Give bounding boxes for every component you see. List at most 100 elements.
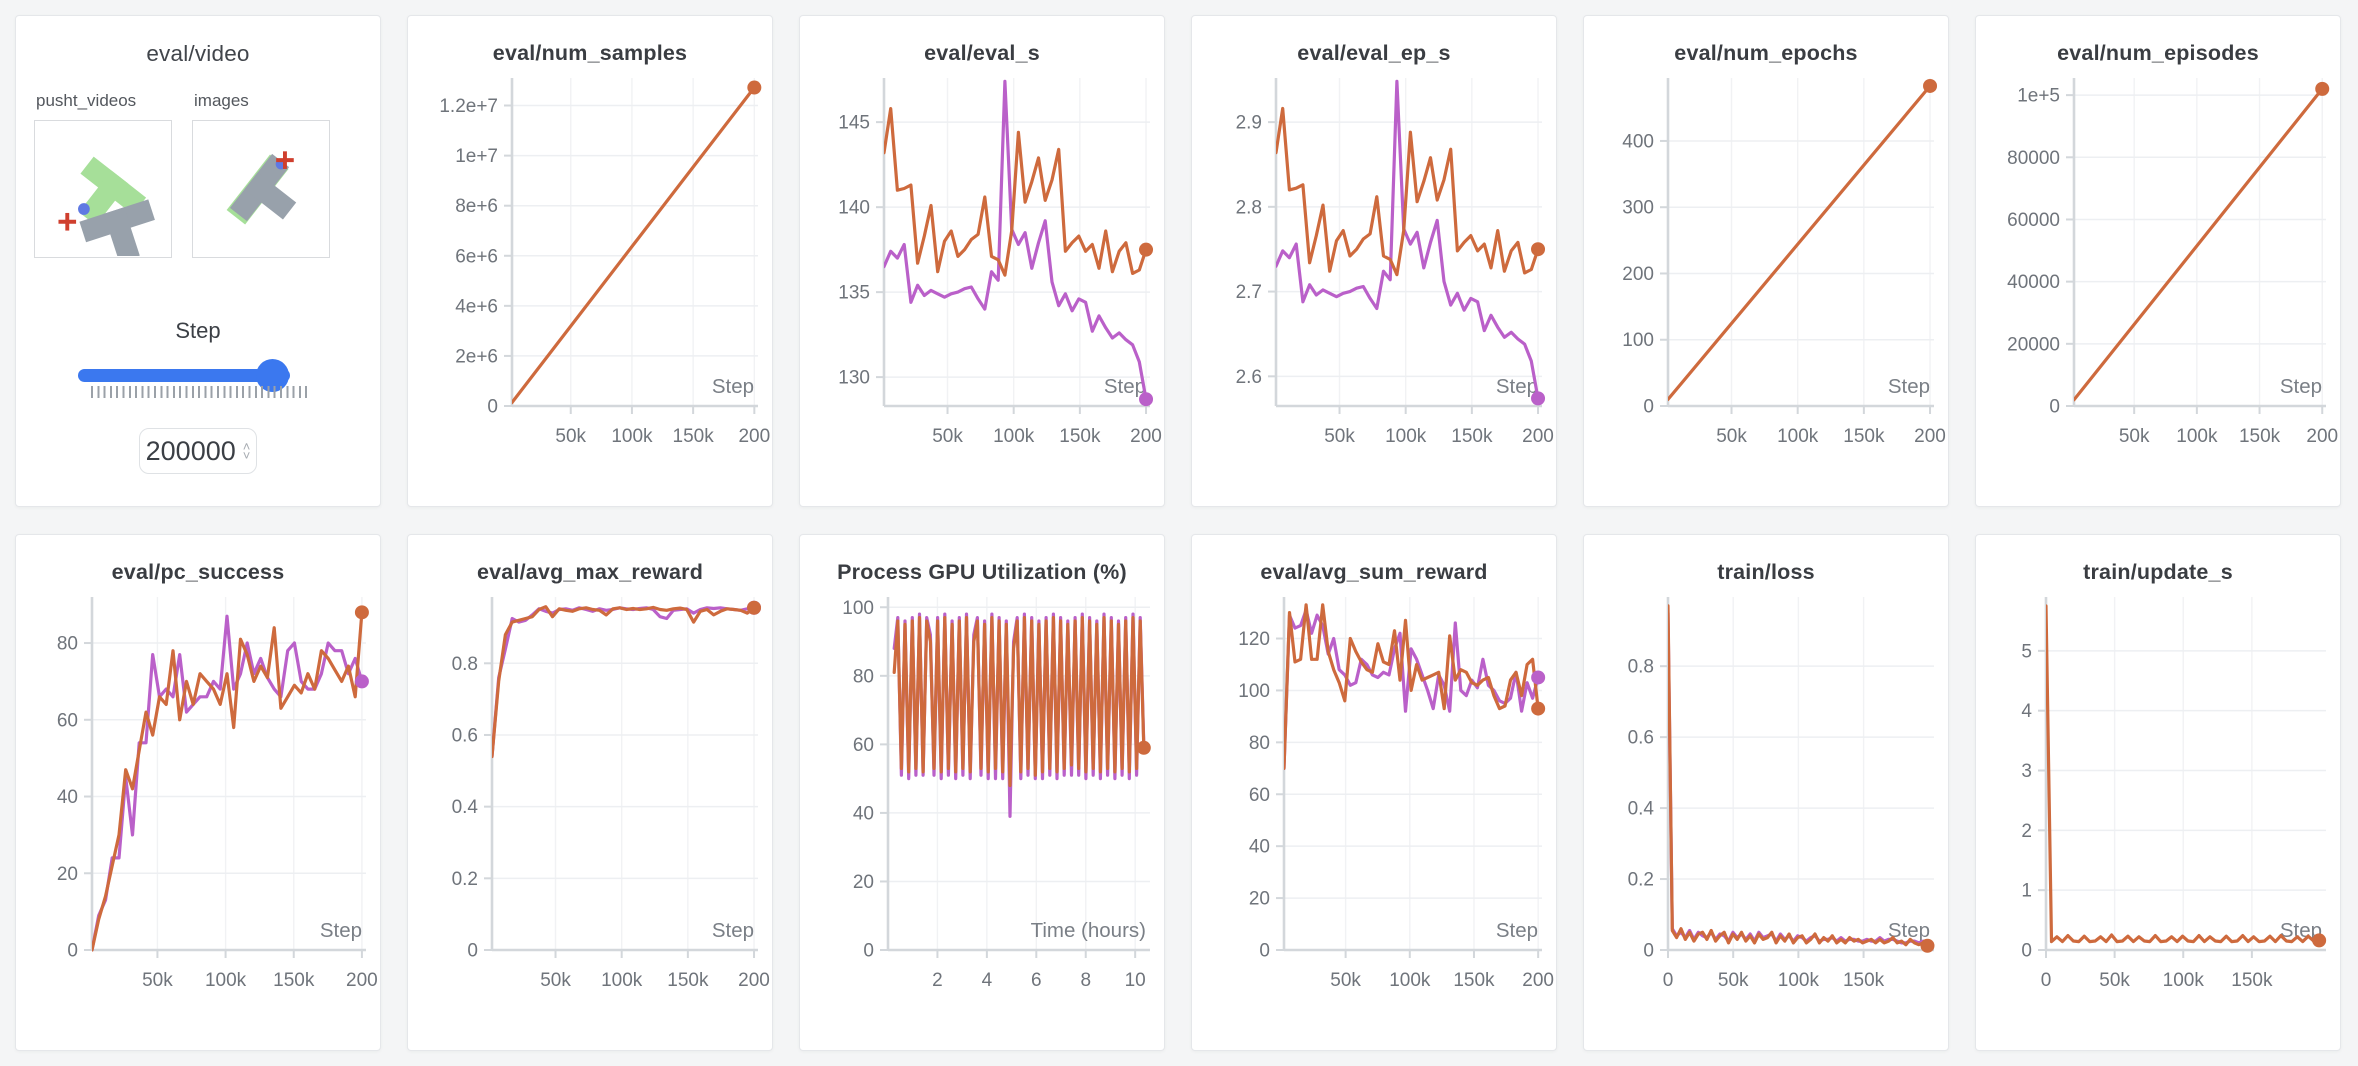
y-tick-label: 1e+7 — [455, 146, 498, 167]
y-tick-label: 140 — [838, 198, 870, 219]
panel-eval-num-samples[interactable]: eval/num_samples 0 2e+6 4e+6 6e+6 8e+6 1e+7 1.… — [407, 15, 773, 507]
x-tick-label: 6 — [1031, 970, 1042, 991]
y-tick-label: 0 — [1643, 397, 1654, 418]
chart-canvas[interactable]: 0 0.2 0.4 0.6 0.8 50k 100k 150k 200 Step — [408, 587, 772, 1006]
x-tick-label: 150k — [673, 426, 715, 447]
panel-train-loss[interactable]: train/loss 0 0.2 0.4 0.6 0.8 0 50k 100k 150k Step — [1583, 534, 1949, 1051]
media-images: images — [192, 91, 330, 258]
chart-title: eval/pc_success — [111, 560, 285, 584]
chart-canvas[interactable]: 0 20 40 60 80 50k 100k 150k 200 Step — [16, 587, 380, 1006]
step-value[interactable]: 200000 — [145, 435, 236, 466]
chart-title: eval/avg_max_reward — [476, 560, 704, 584]
y-tick-label: 0 — [2021, 941, 2032, 962]
media-thumbnail-pusht-videos[interactable] — [34, 120, 172, 263]
y-tick-label: 0.4 — [1628, 799, 1655, 820]
chart-canvas[interactable]: 0 100 200 300 400 50k 100k 150k 200 Step — [1584, 68, 1948, 462]
series-line-orange — [512, 85, 756, 405]
series-line-orange — [492, 605, 756, 759]
x-tick-label: 0 — [2041, 970, 2052, 991]
pusht-render-image — [226, 151, 297, 225]
y-tick-label: 0 — [2049, 397, 2060, 418]
y-tick-label: 2e+6 — [455, 346, 498, 367]
x-tick-label: 150k — [2239, 426, 2281, 447]
x-tick-label: 50k — [1718, 970, 1749, 991]
chart-title: eval/num_epochs — [1674, 41, 1858, 65]
stepper-up-icon[interactable]: ˄ — [242, 439, 251, 454]
y-tick-label: 1 — [2021, 881, 2032, 902]
x-tick-label: 200 — [738, 970, 770, 991]
chart-canvas[interactable]: 0 20 40 60 80 100 2 4 6 8 10 Time (hours) — [800, 587, 1164, 1006]
series-endpoint-dot-purple — [1531, 391, 1546, 406]
y-tick-label: 0 — [467, 941, 478, 962]
chart-canvas[interactable]: 0 20000 40000 60000 80000 1e+5 50k 100k 150k 200 S… — [1976, 68, 2340, 462]
series-endpoint-dot-orange — [2315, 81, 2330, 96]
x-tick-label: 4 — [982, 970, 993, 991]
chart-canvas[interactable]: 2.6 2.7 2.8 2.9 50k 100k 150k 200 Step — [1192, 68, 1556, 462]
media-thumbnail-images[interactable] — [192, 120, 330, 258]
media-label: images — [194, 91, 249, 110]
y-tick-label: 0.4 — [452, 797, 479, 818]
x-tick-label: 100k — [611, 426, 653, 447]
chart-canvas[interactable]: 0 2e+6 4e+6 6e+6 8e+6 1e+7 1.2e+7 50k 100k 150k 20… — [408, 68, 772, 462]
x-tick-label: 150k — [2231, 970, 2273, 991]
x-tick-label: 50k — [2119, 426, 2150, 447]
slider-track[interactable] — [78, 369, 290, 382]
x-axis-label: Step — [1888, 919, 1930, 942]
x-tick-label: 100k — [205, 970, 247, 991]
panel-eval-eval-s[interactable]: eval/eval_s 130 135 140 145 50k 100k 150k 200 St… — [799, 15, 1165, 507]
y-tick-label: 4 — [2021, 701, 2032, 722]
series-line-orange — [892, 616, 1146, 788]
x-axis-label: Step — [712, 919, 754, 942]
media-pusht-videos: pusht_videos — [34, 91, 172, 263]
x-tick-label: 50k — [1716, 426, 1747, 447]
series-endpoint-dot-orange — [1531, 701, 1546, 716]
series-line-orange — [1276, 106, 1540, 277]
y-tick-label: 80 — [57, 634, 78, 655]
panel-eval-num-epochs[interactable]: eval/num_epochs 0 100 200 300 400 50k 100k 150k… — [1583, 15, 1949, 507]
stepper-down-icon[interactable]: ˅ — [242, 448, 251, 463]
panel-eval-avg-sum-reward[interactable]: eval/avg_sum_reward 0 20 40 60 80 100 120 50k 10… — [1191, 534, 1557, 1051]
y-tick-label: 60000 — [2007, 210, 2060, 231]
series-line-orange — [1668, 84, 1932, 401]
step-input[interactable]: 200000 ˄ ˅ — [139, 428, 257, 474]
chart-canvas[interactable]: 0 0.2 0.4 0.6 0.8 0 50k 100k 150k Step — [1584, 587, 1948, 1006]
y-tick-label: 0.2 — [1628, 870, 1654, 891]
series-line-purple — [492, 606, 756, 759]
target-cross-icon — [58, 212, 77, 231]
y-tick-label: 80 — [853, 666, 874, 687]
x-tick-label: 50k — [540, 970, 571, 991]
x-tick-label: 100k — [993, 426, 1035, 447]
y-tick-label: 5 — [2021, 641, 2032, 662]
y-tick-label: 100 — [1238, 681, 1270, 702]
panel-eval-avg-max-reward[interactable]: eval/avg_max_reward 0 0.2 0.4 0.6 0.8 50k 100k… — [407, 534, 773, 1051]
panel-train-update-s[interactable]: train/update_s 0 1 2 3 4 5 0 50k 100k 150k Step — [1975, 534, 2341, 1051]
y-tick-label: 40 — [1249, 837, 1270, 858]
x-tick-label: 200 — [346, 970, 378, 991]
y-tick-label: 0.6 — [452, 725, 478, 746]
chart-title: eval/avg_sum_reward — [1260, 560, 1488, 584]
x-tick-label: 200 — [738, 426, 770, 447]
chart-title: train/update_s — [2083, 560, 2233, 584]
panel-gpu-utilization[interactable]: Process GPU Utilization (%) 0 20 40 60 80 100… — [799, 534, 1165, 1051]
x-tick-label: 100k — [1777, 426, 1819, 447]
chart-canvas[interactable]: 0 1 2 3 4 5 0 50k 100k 150k Step — [1976, 587, 2340, 1006]
step-slider[interactable] — [78, 359, 318, 404]
x-tick-label: 200 — [1522, 426, 1554, 447]
x-tick-label: 150k — [1059, 426, 1101, 447]
y-tick-label: 400 — [1622, 131, 1654, 152]
x-axis-label: Time (hours) — [1031, 919, 1146, 942]
chart-canvas[interactable]: 0 20 40 60 80 100 120 50k 100k 150k 200 Step — [1192, 587, 1556, 1006]
x-tick-label: 100k — [1778, 970, 1820, 991]
y-tick-label: 1e+5 — [2017, 86, 2060, 107]
y-tick-label: 0.6 — [1628, 728, 1654, 749]
panel-eval-eval-ep-s[interactable]: eval/eval_ep_s 2.6 2.7 2.8 2.9 50k 100k 150k 20… — [1191, 15, 1557, 507]
series-line-purple — [884, 79, 1148, 401]
chart-canvas[interactable]: 130 135 140 145 50k 100k 150k 200 Step — [800, 68, 1164, 462]
series-endpoint-dot-orange — [1531, 242, 1546, 257]
y-tick-label: 0.8 — [1628, 657, 1654, 678]
panel-eval-video[interactable]: eval/video pusht_videos — [15, 15, 381, 507]
y-tick-label: 20 — [57, 864, 78, 885]
x-tick-label: 150k — [1843, 426, 1885, 447]
panel-eval-num-episodes[interactable]: eval/num_episodes 0 20000 40000 60000 80000 1… — [1975, 15, 2341, 507]
panel-eval-pc-success[interactable]: eval/pc_success 0 20 40 60 80 50k 100k 150k 200 S… — [15, 534, 381, 1051]
